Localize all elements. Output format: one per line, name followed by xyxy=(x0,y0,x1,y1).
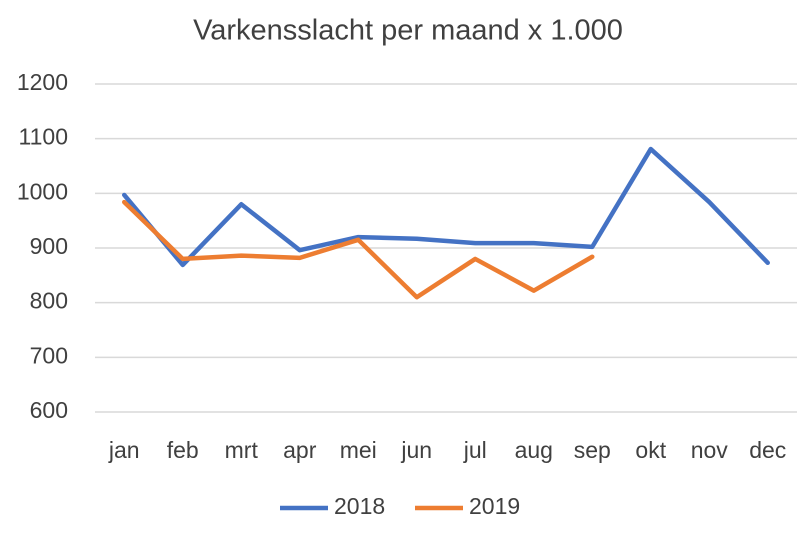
y-tick-label: 600 xyxy=(30,397,68,423)
x-tick-label: dec xyxy=(749,437,786,463)
y-tick-label: 1200 xyxy=(17,69,68,95)
series-line xyxy=(122,146,770,268)
y-tick-label: 1100 xyxy=(19,124,68,150)
x-tick-label: mei xyxy=(340,437,377,463)
y-tick-label: 1000 xyxy=(17,178,68,204)
x-tick-label: jul xyxy=(463,437,487,463)
y-tick-label: 700 xyxy=(30,342,68,368)
x-tick-label: okt xyxy=(635,437,666,463)
x-tick-label: mrt xyxy=(225,437,259,463)
x-tick-label: nov xyxy=(691,437,729,463)
legend-label: 2018 xyxy=(334,493,385,519)
x-tick-label: feb xyxy=(167,437,199,463)
x-tick-label: aug xyxy=(515,437,553,463)
x-tick-label: jan xyxy=(108,437,140,463)
x-tick-label: apr xyxy=(283,437,317,463)
chart-title: Varkensslacht per maand x 1.000 xyxy=(193,15,623,47)
series-line xyxy=(122,199,595,300)
x-tick-label: jun xyxy=(400,437,432,463)
y-tick-label: 800 xyxy=(30,288,68,314)
y-tick-label: 900 xyxy=(30,233,68,259)
legend-label: 2019 xyxy=(469,493,520,519)
x-tick-label: sep xyxy=(574,437,611,463)
